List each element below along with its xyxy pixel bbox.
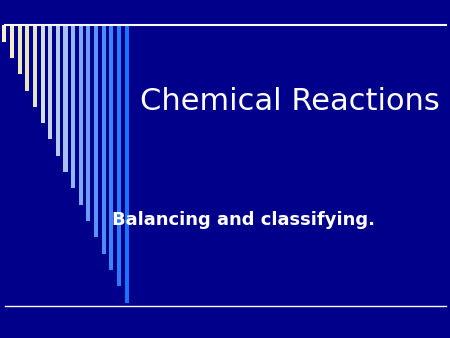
Bar	[125, 25, 129, 303]
Bar	[18, 25, 22, 74]
Bar	[94, 25, 98, 237]
Bar	[86, 25, 90, 221]
Bar	[79, 25, 83, 205]
Bar	[2, 25, 6, 42]
Bar	[109, 25, 113, 270]
Bar	[40, 25, 45, 123]
Bar	[33, 25, 37, 107]
Bar	[117, 25, 121, 286]
Bar	[48, 25, 52, 140]
Text: Chemical Reactions: Chemical Reactions	[140, 87, 439, 116]
Bar	[25, 25, 29, 91]
Bar	[10, 25, 14, 58]
Bar	[71, 25, 75, 188]
Text: Balancing and classifying.: Balancing and classifying.	[112, 211, 375, 229]
Bar	[56, 25, 60, 156]
Bar	[102, 25, 106, 254]
Bar	[63, 25, 68, 172]
